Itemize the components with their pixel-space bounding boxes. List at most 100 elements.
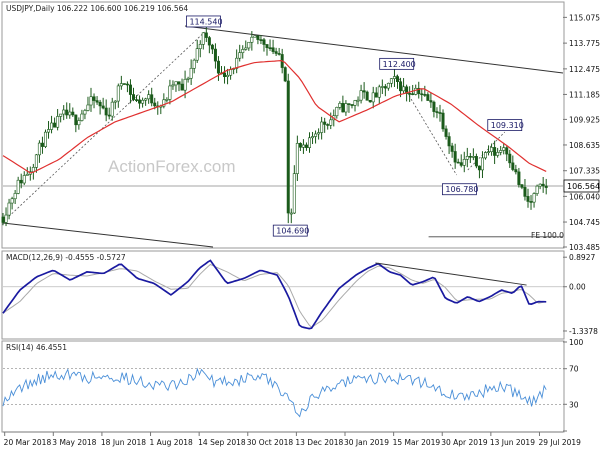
candle-body bbox=[369, 100, 371, 102]
candle-body bbox=[96, 101, 98, 103]
candle-body bbox=[393, 77, 395, 79]
candle-body bbox=[466, 156, 468, 159]
price-tick-label: 106.040 bbox=[569, 192, 600, 201]
candle-body bbox=[287, 81, 289, 213]
candle-body bbox=[178, 82, 180, 84]
candle-body bbox=[102, 106, 104, 108]
candle-body bbox=[339, 103, 341, 107]
candle-body bbox=[199, 44, 201, 48]
candle-body bbox=[169, 86, 171, 99]
candle-body bbox=[509, 154, 511, 163]
annotation-label: 109.310 bbox=[491, 121, 524, 130]
candle-body bbox=[521, 185, 523, 188]
rsi-tick-label: 70 bbox=[569, 365, 579, 374]
candle-body bbox=[375, 93, 377, 97]
price-tick-label: 111.185 bbox=[569, 90, 600, 99]
price-tick-label: 104.745 bbox=[569, 218, 600, 227]
price-tick-label: 103.485 bbox=[569, 243, 600, 252]
candle-body bbox=[545, 186, 547, 188]
candle-body bbox=[378, 87, 380, 97]
candle-body bbox=[463, 159, 465, 165]
candle-body bbox=[50, 123, 52, 129]
candle-body bbox=[111, 102, 113, 116]
candle-body bbox=[172, 85, 174, 86]
rsi-panel-title: RSI(14) 46.4551 bbox=[6, 343, 67, 352]
candle-body bbox=[135, 100, 137, 101]
macd-tick-label: 0.00 bbox=[569, 283, 586, 292]
candle-body bbox=[536, 186, 538, 193]
candle-body bbox=[336, 107, 338, 115]
candle-body bbox=[35, 155, 37, 168]
candle-body bbox=[399, 82, 401, 91]
rsi-tick-label: 100 bbox=[569, 338, 584, 347]
candle-body bbox=[81, 114, 83, 120]
price-tick-label: 108.635 bbox=[569, 141, 600, 150]
candle-body bbox=[208, 38, 210, 46]
candle-body bbox=[484, 153, 486, 158]
candle-body bbox=[308, 138, 310, 148]
candle-body bbox=[442, 113, 444, 129]
price-tick-label: 112.475 bbox=[569, 65, 600, 74]
candle-body bbox=[141, 100, 143, 103]
candle-body bbox=[205, 33, 207, 38]
candle-body bbox=[193, 60, 195, 68]
candle-body bbox=[59, 114, 61, 116]
candle-body bbox=[305, 145, 307, 148]
candle-body bbox=[202, 33, 204, 45]
candle-body bbox=[360, 91, 362, 101]
x-tick-label: 15 Mar 2019 bbox=[393, 438, 441, 447]
macd-tick-label: -1.3378 bbox=[569, 327, 598, 336]
candle-body bbox=[66, 110, 68, 115]
candle-body bbox=[154, 103, 156, 106]
candle-body bbox=[503, 148, 505, 151]
candle-body bbox=[512, 163, 514, 170]
candle-body bbox=[506, 148, 508, 154]
candle-body bbox=[150, 95, 152, 103]
macd-tick-label: 0.8927 bbox=[569, 253, 595, 262]
candle-body bbox=[53, 123, 55, 127]
candle-body bbox=[114, 101, 116, 102]
x-tick-label: 30 Apr 2019 bbox=[441, 438, 488, 447]
candle-body bbox=[284, 68, 286, 81]
x-tick-label: 29 Jul 2019 bbox=[538, 438, 581, 447]
candle-body bbox=[251, 37, 253, 42]
rsi-tick-label: 30 bbox=[569, 400, 579, 409]
candle-body bbox=[187, 78, 189, 79]
candle-body bbox=[518, 172, 520, 185]
candle-body bbox=[93, 97, 95, 101]
candle-body bbox=[47, 129, 49, 132]
candle-body bbox=[223, 73, 225, 77]
x-tick-label: 20 Mar 2018 bbox=[4, 438, 52, 447]
x-tick-label: 1 Aug 2018 bbox=[150, 438, 193, 447]
candle-body bbox=[72, 112, 74, 115]
candle-body bbox=[166, 99, 168, 100]
x-tick-label: 3 May 2018 bbox=[52, 438, 96, 447]
candle-body bbox=[457, 162, 459, 163]
candle-body bbox=[448, 137, 450, 146]
candle-body bbox=[275, 52, 277, 54]
candle-body bbox=[411, 94, 413, 95]
candle-body bbox=[348, 104, 350, 105]
candle-body bbox=[533, 194, 535, 203]
candle-body bbox=[248, 42, 250, 48]
price-tick-label: 113.775 bbox=[569, 39, 600, 48]
candle-body bbox=[515, 170, 517, 172]
candle-body bbox=[75, 115, 77, 125]
candle-body bbox=[421, 94, 423, 95]
x-tick-label: 30 Oct 2018 bbox=[247, 438, 294, 447]
watermark: ActionForex.com bbox=[108, 157, 236, 176]
candle-body bbox=[20, 180, 22, 183]
candle-body bbox=[269, 48, 271, 49]
candle-body bbox=[257, 36, 259, 40]
candle-body bbox=[69, 112, 71, 115]
price-panel-title: USDJPY,Daily 106.222 106.600 106.219 106… bbox=[6, 4, 188, 13]
candle-body bbox=[439, 113, 441, 114]
candle-body bbox=[415, 88, 417, 94]
candle-body bbox=[490, 147, 492, 151]
candle-body bbox=[2, 217, 4, 222]
candle-body bbox=[44, 132, 46, 146]
candle-body bbox=[475, 156, 477, 166]
candle-body bbox=[299, 143, 301, 147]
candle-body bbox=[527, 196, 529, 201]
